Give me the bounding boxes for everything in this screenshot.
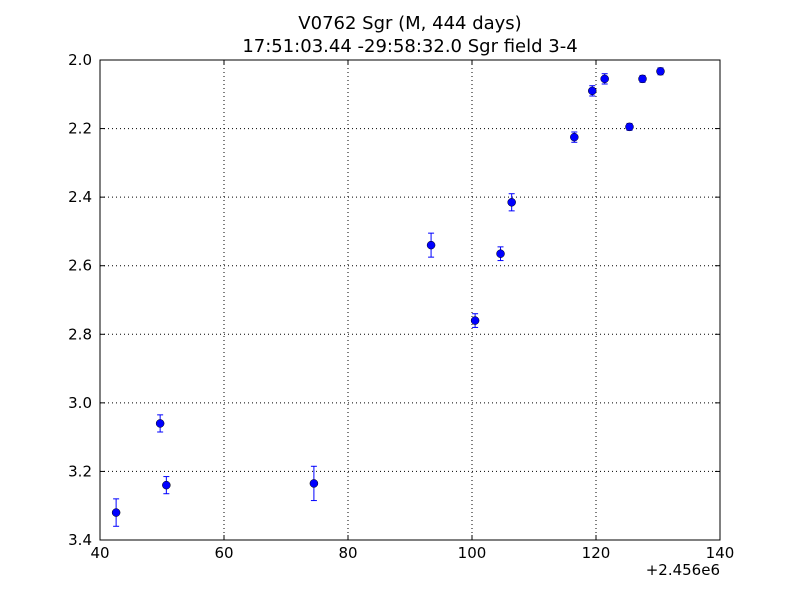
- data-point: [426, 240, 436, 250]
- data-point: [625, 122, 634, 132]
- data-point: [155, 419, 165, 428]
- data-point: [588, 86, 597, 96]
- chart-title-line-1: V0762 Sgr (M, 444 days): [298, 13, 521, 34]
- data-point: [570, 132, 579, 142]
- x-tick-label: 80: [338, 544, 357, 562]
- data-point: [111, 508, 121, 517]
- y-tick-label: 3.4: [68, 531, 92, 549]
- y-tick-label: 3.0: [68, 394, 92, 412]
- y-tick-label: 2.4: [68, 188, 92, 206]
- x-tick-label: 60: [214, 544, 233, 562]
- y-tick-label: 2.0: [68, 51, 92, 69]
- y-tick-label: 2.6: [68, 257, 92, 275]
- data-point: [162, 480, 171, 490]
- axis-ticks: 40 60 80 100 120 140 2.0 2.2 2.4 2.6 2.8 3.0 3.2 3.4: [68, 51, 734, 562]
- chart-title-line-2: 17:51:03.44 -29:58:32.0 Sgr field 3-4: [242, 36, 577, 57]
- data-point: [656, 67, 665, 76]
- y-tick-label: 3.2: [68, 462, 92, 480]
- data-point: [470, 316, 480, 325]
- x-tick-label: 40: [90, 544, 109, 562]
- data-series: [111, 67, 665, 527]
- data-point: [496, 249, 505, 258]
- y-tick-label: 2.8: [68, 325, 92, 343]
- data-point: [638, 74, 647, 84]
- x-tick-label: 100: [458, 544, 487, 562]
- y-tick-label: 2.2: [68, 120, 92, 138]
- plot-frame: [99, 59, 721, 541]
- x-tick-label: 120: [582, 544, 611, 562]
- x-tick-label: 140: [706, 544, 735, 562]
- data-point: [507, 198, 516, 207]
- x-axis-offset-label: +2.456e6: [646, 561, 720, 579]
- data-point: [309, 479, 319, 488]
- grid-lines: [100, 60, 720, 540]
- data-point: [600, 74, 609, 84]
